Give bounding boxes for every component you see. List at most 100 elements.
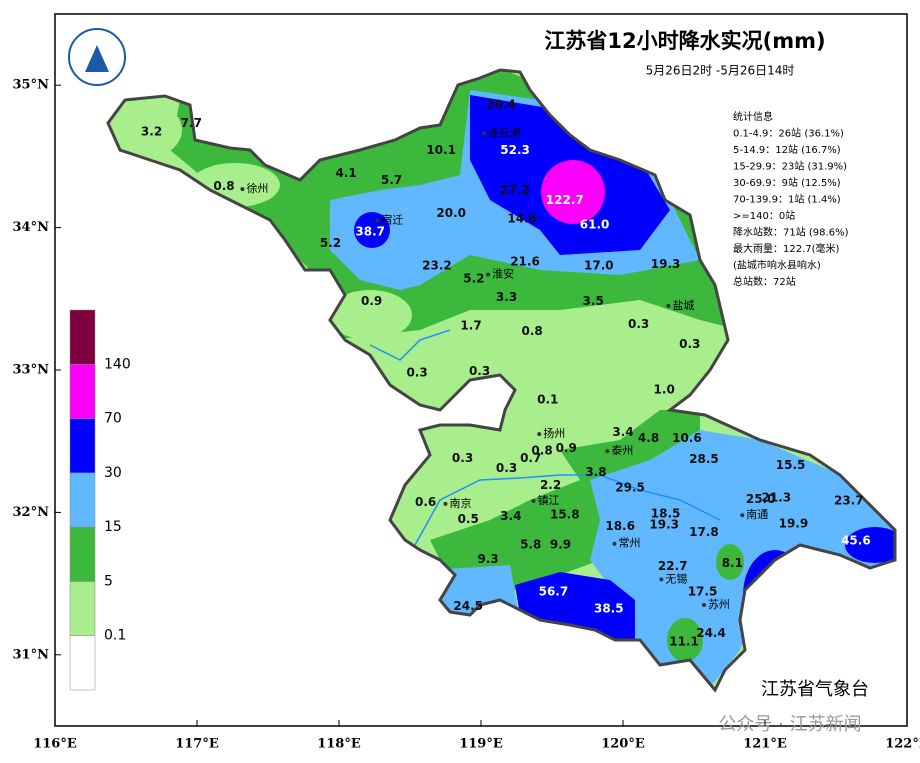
station-value: 5.2 xyxy=(320,236,341,250)
station-value: 5.8 xyxy=(520,538,541,552)
stat-line: 降水站数：71站 (98.6%) xyxy=(733,226,849,239)
x-tick-label: 121°E xyxy=(743,737,787,752)
field-green xyxy=(716,544,744,580)
city-dot xyxy=(659,577,664,582)
x-tick-label: 120°E xyxy=(601,737,645,752)
city-label: 徐州 xyxy=(246,181,268,195)
station-value: 10.6 xyxy=(672,431,702,445)
station-value: 3.5 xyxy=(583,294,604,308)
y-tick-label: 35°N xyxy=(13,78,50,93)
station-value: 38.7 xyxy=(355,224,385,238)
station-value: 18.6 xyxy=(605,519,635,533)
station-value: 23.2 xyxy=(422,259,452,273)
city-label: 扬州 xyxy=(543,426,565,440)
city-label: 无锡 xyxy=(665,571,687,585)
station-value: 50.8 xyxy=(749,589,779,603)
y-tick-label: 32°N xyxy=(13,505,50,520)
station-value: 21.3 xyxy=(762,491,792,505)
stat-line: 0.1-4.9：26站 (36.1%) xyxy=(733,127,844,140)
legend-swatch xyxy=(69,472,96,528)
station-value: 4.1 xyxy=(335,166,356,180)
station-value: 0.8 xyxy=(213,179,234,193)
legend-swatch xyxy=(69,418,96,474)
legend-label: 5 xyxy=(104,573,113,589)
legend-label: 0.1 xyxy=(104,628,126,644)
city-label: 淮安 xyxy=(492,267,514,281)
field-blue xyxy=(845,527,895,563)
river xyxy=(414,474,721,546)
station-value: 0.5 xyxy=(458,512,479,526)
station-value: 19.3 xyxy=(649,518,679,532)
station-value: 23.7 xyxy=(834,494,864,508)
city-label: 南通 xyxy=(746,508,768,521)
station-value: 38.5 xyxy=(594,602,624,616)
station-value: 1.7 xyxy=(460,318,481,332)
stat-line: 5-14.9：12站 (16.7%) xyxy=(733,143,841,156)
city-dot xyxy=(612,541,617,546)
station-value: 46.8 xyxy=(766,573,796,587)
city-dot xyxy=(740,513,745,518)
station-value: 56.7 xyxy=(539,585,569,599)
stat-line: 15-29.9：23站 (31.9%) xyxy=(733,160,847,173)
station-value: 0.3 xyxy=(452,451,473,465)
city-dot xyxy=(486,272,491,277)
station-value: 3.2 xyxy=(141,125,162,139)
station-value: 15.8 xyxy=(550,508,580,522)
station-value: 21.6 xyxy=(510,254,540,268)
station-value: 3.4 xyxy=(500,509,521,523)
legend-label: 30 xyxy=(104,465,122,481)
station-value: 19.3 xyxy=(651,257,681,271)
station-value: 0.3 xyxy=(628,317,649,331)
station-value: 0.3 xyxy=(406,365,427,379)
station-value: 122.7 xyxy=(546,193,584,207)
x-tick-label: 117°E xyxy=(175,737,219,752)
x-tick-label: 119°E xyxy=(459,737,503,752)
station-value: 0.1 xyxy=(537,392,558,406)
station-value: 20.0 xyxy=(436,206,466,220)
station-value: 45.6 xyxy=(841,533,871,547)
field-light-green xyxy=(328,290,412,340)
legend-swatch xyxy=(69,581,96,636)
station-value: 14.6 xyxy=(507,212,537,226)
stat-line: 70-139.9：1站 (1.4%) xyxy=(733,193,841,206)
station-value: 0.6 xyxy=(415,495,436,509)
station-value: 0.3 xyxy=(496,461,517,475)
city-label: 南京 xyxy=(450,496,472,510)
logo-icon xyxy=(85,45,109,72)
station-value: 0.8 xyxy=(531,444,552,458)
legend-label: 140 xyxy=(104,356,131,372)
field-magenta xyxy=(541,160,605,224)
station-value: 24.5 xyxy=(453,599,483,613)
station-value: 0.9 xyxy=(556,441,577,455)
station-value: 5.7 xyxy=(381,173,402,187)
station-value: 17.5 xyxy=(688,585,718,599)
x-tick-label: 118°E xyxy=(317,737,361,752)
river xyxy=(369,329,451,361)
station-value: 3.8 xyxy=(585,465,606,479)
title: 江苏省12小时降水实况(mm) xyxy=(544,29,825,53)
station-value: 25.0 xyxy=(746,492,776,506)
city-label: 镇江 xyxy=(538,493,560,507)
legend-swatch xyxy=(69,526,96,582)
field-blue xyxy=(515,572,635,645)
station-value: 27.2 xyxy=(500,183,530,197)
watermark: 公众号 · 江苏新闻 xyxy=(718,714,861,735)
station-value: 11.1 xyxy=(669,634,699,648)
city-dot xyxy=(443,501,448,506)
stat-line: >=140：0站 xyxy=(733,209,795,222)
station-value: 4.8 xyxy=(638,431,659,445)
city-dot xyxy=(375,218,380,223)
field-light-blue xyxy=(590,430,895,690)
stat-line: 30-69.9：9站 (12.5%) xyxy=(733,176,841,189)
station-value: 10.1 xyxy=(426,143,456,157)
station-value: 8.1 xyxy=(722,556,743,570)
stat-line: 统计信息 xyxy=(733,110,773,123)
city-dot xyxy=(666,303,671,308)
station-value: 22.7 xyxy=(658,559,688,573)
station-value: 1.0 xyxy=(654,382,675,396)
station-value: 3.4 xyxy=(612,425,633,439)
station-value: 18.5 xyxy=(651,506,681,520)
legend-swatch xyxy=(69,635,96,691)
city-dot xyxy=(531,499,536,504)
station-value: 9.3 xyxy=(477,552,498,566)
